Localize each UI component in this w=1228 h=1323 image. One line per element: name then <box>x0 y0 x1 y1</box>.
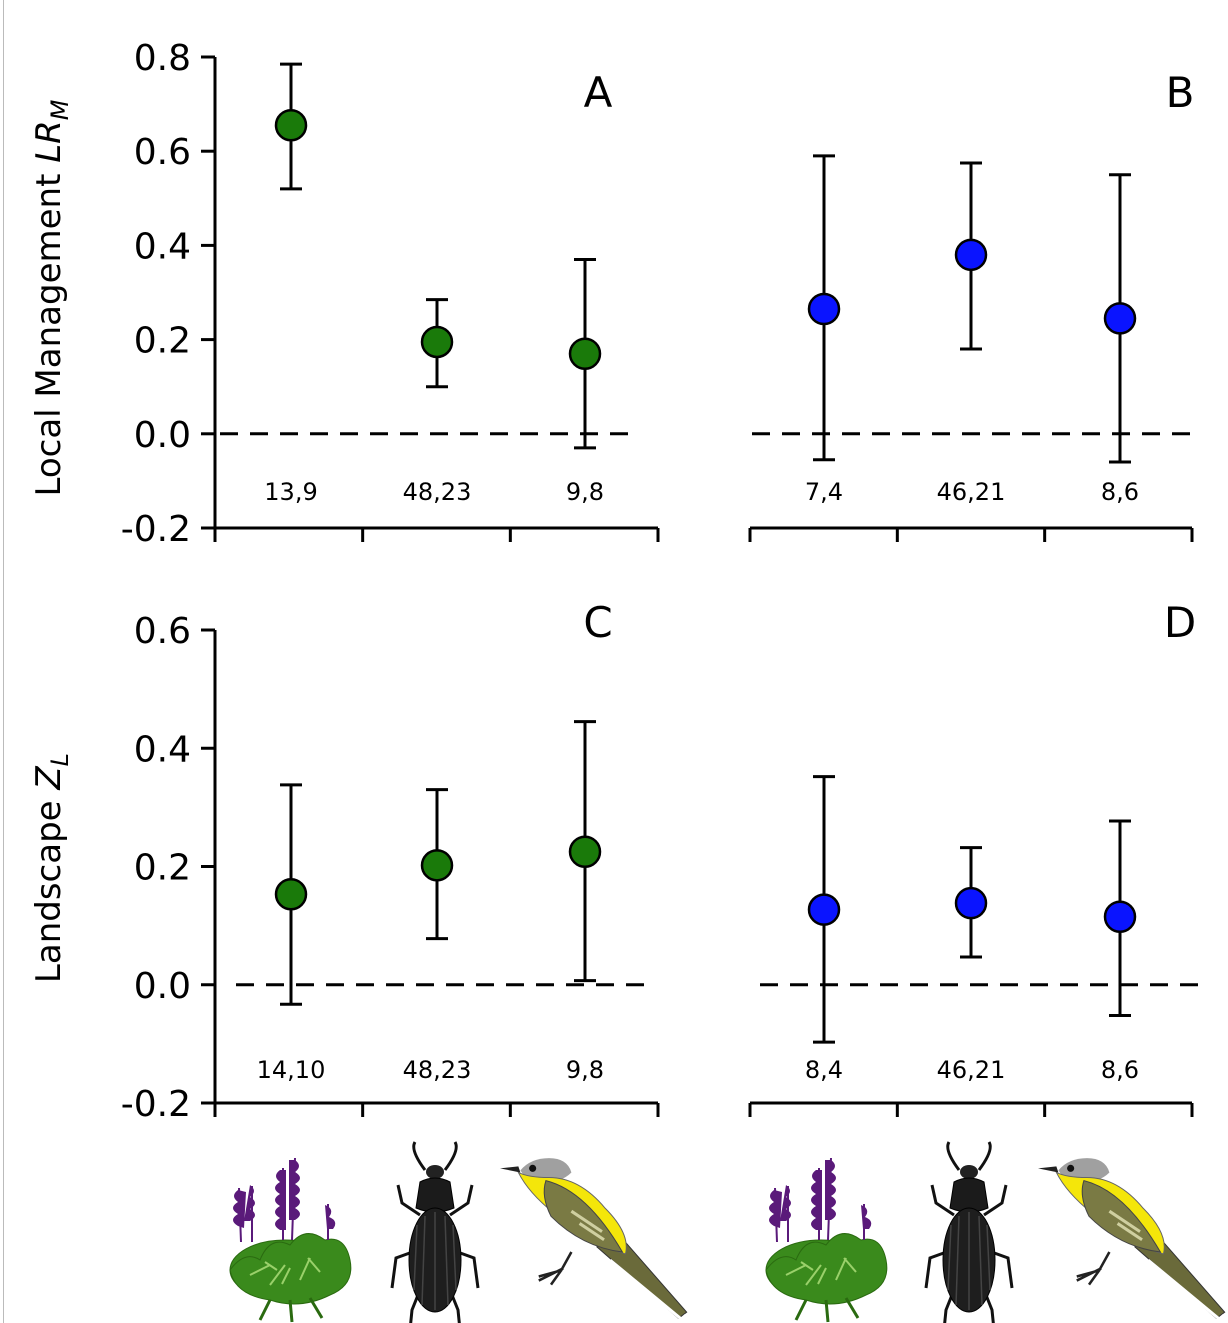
bird-icon <box>498 1156 689 1321</box>
sample-size-label: 8,6 <box>1101 478 1139 506</box>
data-point-plant <box>274 109 308 142</box>
panel-d: D 8,4 46,21 8,6 <box>748 598 1200 1117</box>
y-axis-title-bottom: Landscape ZL <box>29 753 74 983</box>
data-point-bird <box>568 835 602 868</box>
sample-size-label: 48,23 <box>403 478 472 506</box>
sample-size-label: 48,23 <box>403 1056 472 1084</box>
y-tick-label: 0.2 <box>134 848 191 889</box>
panel-label: B <box>1166 68 1195 117</box>
data-point-beetle <box>420 325 454 359</box>
beetle-icon <box>390 1140 480 1323</box>
sample-size-label: 9,8 <box>566 1056 604 1084</box>
y-tick-label: 0.0 <box>134 966 191 1007</box>
data-point-plant <box>807 893 841 926</box>
sample-size-label: 46,21 <box>937 1056 1006 1084</box>
y-tick-label: 0.0 <box>134 415 191 456</box>
panel-c: 0.6 0.4 0.2 0.0 -0.2 C 14,10 48,23 9,8 <box>121 598 660 1125</box>
data-point-plant <box>807 292 841 326</box>
y-tick-label: 0.2 <box>134 321 191 362</box>
data-point-beetle <box>954 886 988 920</box>
y-tick-label: 0.6 <box>134 611 191 652</box>
data-point-beetle <box>954 238 988 272</box>
data-point-bird <box>1103 302 1137 335</box>
figure-left-border <box>3 0 4 1323</box>
data-point-beetle <box>420 849 454 882</box>
panel-a: 0.8 0.6 0.4 0.2 0.0 -0.2 A 13,9 48,23 9,8 <box>121 38 660 550</box>
plant-icon <box>228 1156 353 1323</box>
panel-label: C <box>583 598 612 647</box>
y-tick-label: 0.8 <box>134 38 191 79</box>
bird-icon <box>1036 1156 1227 1321</box>
panels: 0.8 0.6 0.4 0.2 0.0 -0.2 A 13,9 48,23 9,8 B 7,4 46,2… <box>121 38 1200 1125</box>
y-tick-label: 0.6 <box>134 132 191 173</box>
sample-size-label: 14,10 <box>257 1056 326 1084</box>
y-tick-label: 0.4 <box>134 226 191 267</box>
plant-icon <box>764 1156 889 1323</box>
sample-size-label: 7,4 <box>805 478 843 506</box>
sample-size-label: 46,21 <box>937 478 1006 506</box>
panel-label: A <box>584 68 613 117</box>
data-point-bird <box>1103 900 1137 934</box>
sample-size-label: 9,8 <box>566 478 604 506</box>
panel-b: B 7,4 46,21 8,6 <box>748 68 1200 542</box>
y-tick-label: 0.4 <box>134 729 191 770</box>
panel-label: D <box>1164 598 1196 647</box>
y-tick-label: -0.2 <box>121 1084 191 1125</box>
sample-size-label: 8,6 <box>1101 1056 1139 1084</box>
y-axis-title-top: Local Management LRM <box>29 99 74 496</box>
sample-size-label: 13,9 <box>264 478 317 506</box>
y-tick-label: -0.2 <box>121 509 191 550</box>
data-point-bird <box>568 337 602 370</box>
data-point-plant <box>274 878 308 911</box>
sample-size-label: 8,4 <box>805 1056 843 1084</box>
beetle-icon <box>924 1140 1014 1323</box>
